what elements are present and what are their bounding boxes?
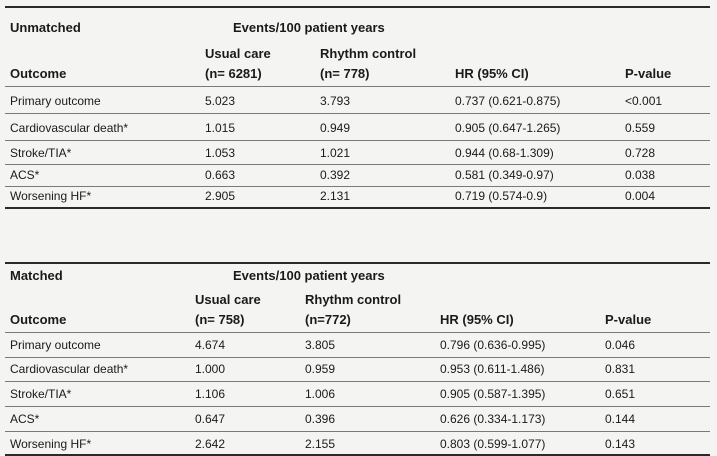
row-outcome: Stroke/TIA* (10, 146, 72, 160)
row-usual-care: 0.663 (205, 168, 236, 182)
row-p: <0.001 (625, 94, 663, 108)
col-rhythm-control-n: (n= 778) (320, 66, 370, 81)
row-usual-care: 2.905 (205, 189, 236, 203)
row-usual-care: 1.015 (205, 121, 236, 135)
col-hr: HR (95% CI) (455, 66, 529, 81)
col-rhythm-control: Rhythm control (305, 292, 402, 307)
row-rhythm: 1.006 (305, 387, 336, 401)
row-rule (5, 406, 710, 407)
col-usual-care-n: (n= 758) (195, 312, 245, 327)
row-p: 0.651 (605, 387, 636, 401)
row-p: 0.831 (605, 362, 636, 376)
row-hr: 0.905 (0.587-1.395) (440, 387, 546, 401)
row-outcome: Stroke/TIA* (10, 387, 72, 401)
header-rule (5, 86, 710, 87)
row-usual-care: 5.023 (205, 94, 236, 108)
row-rule (5, 164, 710, 165)
row-rule (5, 186, 710, 187)
row-rhythm: 3.805 (305, 338, 336, 352)
header-rule (5, 332, 710, 333)
row-hr: 0.953 (0.611-1.486) (440, 362, 545, 376)
row-hr: 0.796 (0.636-0.995) (440, 338, 546, 352)
table-label: Unmatched (10, 20, 81, 35)
events-header: Events/100 patient years (233, 268, 385, 283)
col-usual-care: Usual care (205, 46, 271, 61)
events-header: Events/100 patient years (233, 20, 385, 35)
top-rule (5, 6, 710, 8)
row-p: 0.038 (625, 168, 656, 182)
row-rhythm: 0.396 (305, 412, 336, 426)
row-hr: 0.803 (0.599-1.077) (440, 437, 546, 451)
row-outcome: Primary outcome (10, 94, 101, 108)
row-p: 0.046 (605, 338, 636, 352)
row-rhythm: 3.793 (320, 94, 351, 108)
row-rule (5, 357, 710, 358)
row-rhythm: 2.155 (305, 437, 336, 451)
row-outcome: Cardiovascular death* (10, 362, 129, 376)
row-p: 0.144 (605, 412, 636, 426)
row-p: 0.559 (625, 121, 656, 135)
row-rule (5, 140, 710, 141)
col-outcome: Outcome (10, 312, 67, 327)
row-hr: 0.719 (0.574-0.9) (455, 189, 548, 203)
row-hr: 0.737 (0.621-0.875) (455, 94, 561, 108)
row-outcome: ACS* (10, 412, 40, 426)
col-p-value: P-value (605, 312, 652, 327)
row-hr: 0.581 (0.349-0.97) (455, 168, 554, 182)
row-rule (5, 431, 710, 432)
row-usual-care: 1.000 (195, 362, 226, 376)
row-outcome: Worsening HF* (10, 437, 92, 451)
row-outcome: Cardiovascular death* (10, 121, 129, 135)
col-rhythm-control-n: (n=772) (305, 312, 351, 327)
col-rhythm-control: Rhythm control (320, 46, 417, 61)
row-hr: 0.626 (0.334-1.173) (440, 412, 546, 426)
row-p: 0.728 (625, 146, 656, 160)
row-rule (5, 381, 710, 382)
row-hr: 0.905 (0.647-1.265) (455, 121, 561, 135)
row-p: 0.143 (605, 437, 636, 451)
row-rhythm: 1.021 (320, 146, 351, 160)
table-label: Matched (10, 268, 63, 283)
row-rhythm: 0.392 (320, 168, 351, 182)
bottom-rule (5, 207, 710, 209)
row-outcome: Worsening HF* (10, 189, 92, 203)
row-rhythm: 2.131 (320, 189, 351, 203)
col-p-value: P-value (625, 66, 672, 81)
row-hr: 0.944 (0.68-1.309) (455, 146, 554, 160)
row-usual-care: 4.674 (195, 338, 226, 352)
row-usual-care: 1.106 (195, 387, 226, 401)
row-rhythm: 0.959 (305, 362, 336, 376)
col-hr: HR (95% CI) (440, 312, 514, 327)
row-usual-care: 2.642 (195, 437, 226, 451)
col-outcome: Outcome (10, 66, 67, 81)
col-usual-care: Usual care (195, 292, 261, 307)
row-p: 0.004 (625, 189, 656, 203)
row-outcome: Primary outcome (10, 338, 101, 352)
row-rhythm: 0.949 (320, 121, 351, 135)
row-outcome: ACS* (10, 168, 40, 182)
row-usual-care: 1.053 (205, 146, 236, 160)
col-usual-care-n: (n= 6281) (205, 66, 262, 81)
top-rule (5, 262, 710, 264)
row-rule (5, 113, 710, 114)
row-usual-care: 0.647 (195, 412, 226, 426)
